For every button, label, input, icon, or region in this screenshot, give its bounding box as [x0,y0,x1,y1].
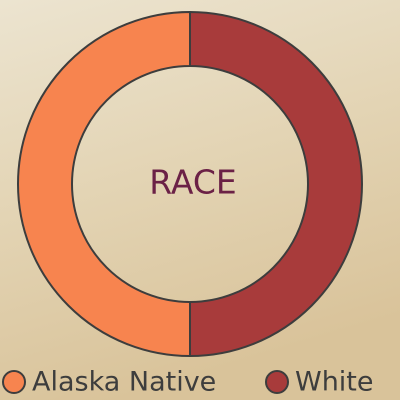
legend-swatch [266,371,288,393]
chart-title: RACE [149,163,236,202]
legend-swatch [3,371,25,393]
legend-label: White [295,367,374,398]
legend: Alaska Native White [3,367,374,398]
legend-label: Alaska Native [32,367,216,398]
chart: RACE Alaska Native White [0,0,400,400]
